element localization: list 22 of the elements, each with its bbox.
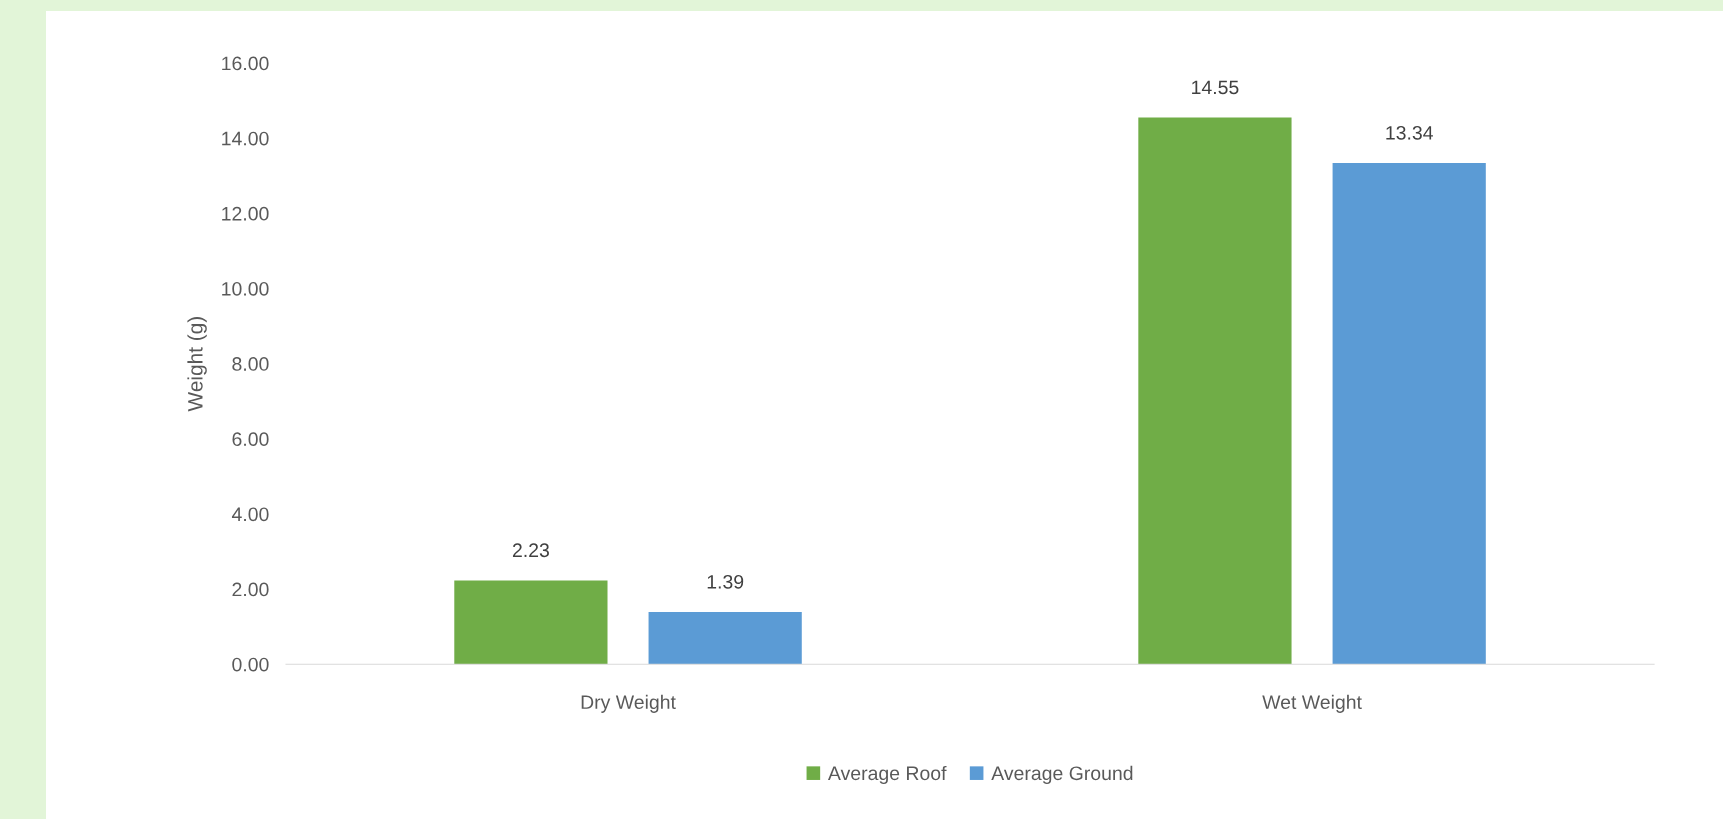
y-tick-label: 8.00	[232, 357, 269, 371]
y-tick-label: 14.00	[222, 131, 269, 146]
x-tick-label: Wet Weight	[1262, 694, 1362, 713]
y-tick-label: 12.00	[222, 206, 269, 221]
y-tick-label: 16.00	[222, 56, 269, 71]
y-tick-label: 4.00	[231, 507, 269, 522]
y-axis-title: Weight (g)	[187, 317, 207, 412]
data-label: 2.23	[512, 543, 549, 558]
y-tick-label: 10.00	[222, 281, 269, 296]
data-label: 1.39	[707, 574, 744, 589]
legend-label: Average Roof	[827, 765, 947, 784]
legend-label: Average Ground	[991, 765, 1133, 784]
y-tick-label: 0.00	[232, 657, 269, 672]
data-label: 13.34	[1386, 125, 1433, 140]
bar	[648, 611, 802, 665]
bar	[454, 580, 608, 665]
bar	[1138, 117, 1292, 665]
bar	[1332, 163, 1486, 665]
y-tick-label: 6.00	[232, 432, 269, 447]
x-tick-label: Dry Weight	[581, 694, 676, 713]
data-label: 14.55	[1192, 80, 1239, 95]
y-tick-label: 2.00	[232, 582, 269, 597]
